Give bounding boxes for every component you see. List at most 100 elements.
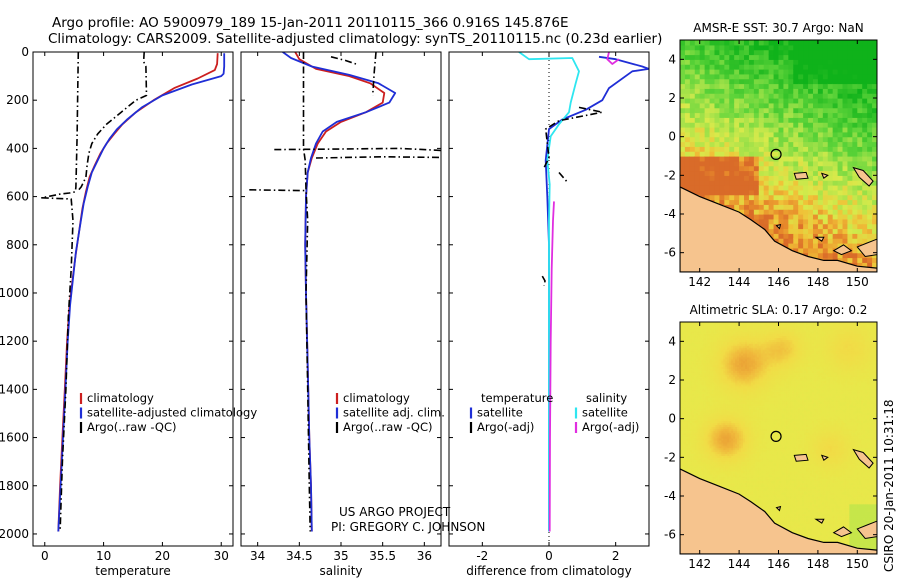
sla-cell [707,418,711,422]
sla-cell [683,453,687,456]
sla-cell [711,325,715,329]
sst-cell [827,194,834,201]
sla-cell [703,436,707,439]
sla-cell [697,335,701,339]
sst-cell [753,40,760,46]
sst-cell [758,102,765,109]
sst-cell [753,127,760,133]
sst-cell [867,112,873,118]
sla-cell [705,441,709,445]
sla-cell [683,459,687,462]
sla-cell [725,441,728,445]
sst-cell [822,214,829,220]
sst-cell [768,93,775,99]
sst-cell [808,88,814,94]
sst-cell [783,194,789,201]
sla-cell [693,383,697,387]
sst-cell [817,218,824,225]
sst-cell [758,93,765,99]
sst-cell [847,252,853,259]
sst-cell [803,69,809,75]
sla-cell [709,389,713,393]
sst-cell [778,40,785,46]
sst-cell [783,189,789,196]
sla-cell [713,428,717,431]
sst-cell [783,199,789,205]
sst-cell [694,93,701,99]
sst-cell [748,102,755,109]
sla-cell [689,370,693,373]
sst-cell [788,44,794,51]
sla-cell [703,474,707,478]
sst-cell [832,73,839,80]
sst-cell [753,146,760,152]
sst-cell [803,107,809,114]
sst-cell [837,131,844,138]
sla-cell [719,354,722,358]
sla-cell [693,329,697,333]
sla-cell [697,451,701,455]
sla-cell [705,368,709,371]
sla-cell [699,362,703,366]
sla-cell [705,403,709,406]
sst-cell [748,107,755,114]
sst-cell [798,49,804,56]
sla-cell [703,374,707,377]
sla-cell [697,438,701,441]
sla-cell [723,484,726,487]
sla-cell [701,412,705,416]
sla-cell [693,325,697,329]
sla-cell [705,397,709,400]
sst-cell [812,88,819,94]
sst-cell [857,218,863,225]
sst-cell [689,151,696,157]
sst-cell [832,209,839,215]
sla-cell [711,383,715,387]
sst-cell [724,131,730,138]
sst-cell [758,64,765,70]
sst-cell [758,218,765,225]
sla-cell [703,395,707,398]
sla-cell [699,370,703,373]
sla-cell [711,399,715,402]
sla-cell [697,356,701,360]
sst-cell [812,107,819,114]
sla-cell [715,327,719,331]
sst-cell [778,98,785,104]
sst-cell [817,204,824,210]
sla-cell [680,329,683,333]
sst-cell [734,170,740,176]
sst-cell [729,185,735,191]
sst-cell [773,156,780,162]
sst-cell [724,49,730,56]
sla-cell [687,354,691,358]
sst-cell [867,146,873,152]
sla-cell [701,341,705,344]
sla-cell [695,354,699,358]
sst-cell [798,185,804,191]
sla-cell [715,438,719,441]
sla-cell [723,337,726,340]
sst-cell [724,170,730,176]
sst-cell [793,189,799,196]
sla-cell [723,323,726,327]
sst-cell [817,141,824,147]
sla-cell [693,405,697,408]
sst-cell [817,93,824,99]
sst-cell [832,117,839,123]
sla-cell [725,424,728,427]
sst-cell [862,54,868,60]
x-tick-label: 148 [806,275,829,289]
sst-cell [763,146,770,152]
sla-cell [683,393,687,397]
sst-cell [822,69,829,75]
sla-cell [693,445,697,449]
sla-cell [695,351,699,354]
sla-cell [687,430,691,433]
sst-cell [689,102,696,109]
sst-cell [783,160,789,167]
sla-cell [685,341,689,344]
sst-cell [803,127,809,133]
sla-cell [721,418,724,422]
sst-cell [812,102,819,109]
